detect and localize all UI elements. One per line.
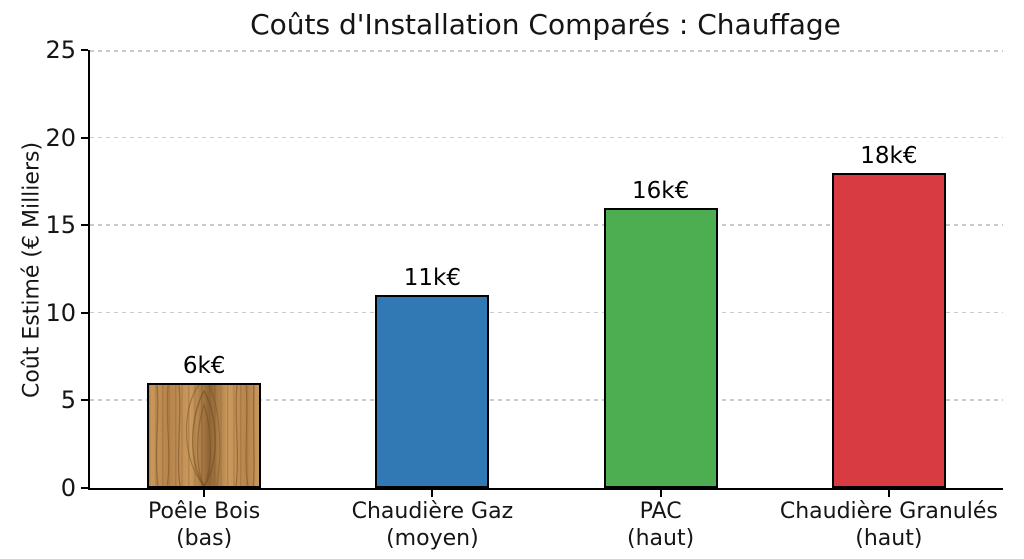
y-tick-mark	[81, 49, 88, 51]
y-tick-mark	[81, 136, 88, 139]
x-category-tier: (moyen)	[386, 526, 479, 551]
plot-area: 6k€ 11k€ 16k€ 18k€	[81, 49, 1003, 497]
y-tick-label: 5	[60, 386, 76, 415]
x-category-tier: (haut)	[627, 526, 695, 551]
x-category-name: Poêle Bois	[148, 499, 261, 524]
wood-grain-icon	[156, 384, 255, 486]
bar-chaudiere-granules	[831, 172, 946, 488]
bar-value-label: 18k€	[860, 142, 918, 169]
x-tick-mark	[887, 490, 890, 497]
chart-title: Coûts d'Installation Comparés : Chauffag…	[250, 8, 841, 41]
gridline-20	[90, 136, 1003, 139]
y-tick-label: 0	[60, 474, 76, 502]
x-category-label-chaudiere-gaz: Chaudière Gaz (moyen)	[272, 498, 592, 552]
gridline-15	[90, 224, 1003, 226]
x-category-name: PAC	[639, 499, 682, 524]
x-category-tier: (bas)	[176, 526, 233, 551]
y-tick-mark	[81, 399, 88, 402]
x-tick-mark	[203, 490, 206, 497]
bar-pac	[603, 207, 718, 488]
x-category-name: Chaudière Granulés	[779, 499, 998, 524]
x-category-label-poele-bois: Poêle Bois (bas)	[44, 498, 364, 552]
y-tick-mark	[81, 311, 88, 314]
bar-chaudiere-gaz	[375, 295, 490, 488]
bar-value-label: 11k€	[403, 265, 461, 292]
x-tick-mark	[431, 490, 434, 497]
x-category-name: Chaudière Gaz	[351, 499, 514, 524]
y-tick-label: 10	[45, 298, 76, 327]
bar-value-label: 16k€	[632, 177, 690, 204]
y-axis-tick-labels: 0 5 10 15 20 25	[0, 36, 79, 502]
x-category-tier: (haut)	[855, 526, 923, 551]
y-tick-label: 25	[45, 36, 76, 64]
bar-poele-bois	[147, 382, 262, 488]
gridline-10	[90, 311, 1003, 314]
x-tick-mark	[659, 490, 662, 497]
x-axis-category-labels: Poêle Bois (bas) Chaudière Gaz (moyen) PAC (h…	[90, 498, 1003, 556]
x-category-label-pac: PAC (haut)	[501, 498, 821, 552]
x-category-label-chaudiere-granules: Chaudière Granulés (haut)	[729, 498, 1024, 552]
y-tick-mark	[81, 487, 88, 489]
bar-value-label: 6k€	[182, 352, 226, 379]
gridline-25	[90, 50, 1003, 52]
gridline-5	[90, 399, 1003, 401]
y-tick-label: 15	[45, 211, 76, 240]
y-tick-mark	[81, 224, 88, 227]
y-tick-label: 20	[45, 123, 76, 152]
